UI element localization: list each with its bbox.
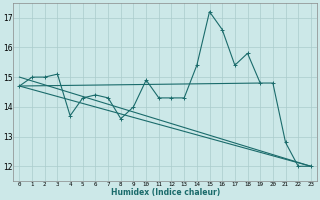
X-axis label: Humidex (Indice chaleur): Humidex (Indice chaleur) — [110, 188, 220, 197]
